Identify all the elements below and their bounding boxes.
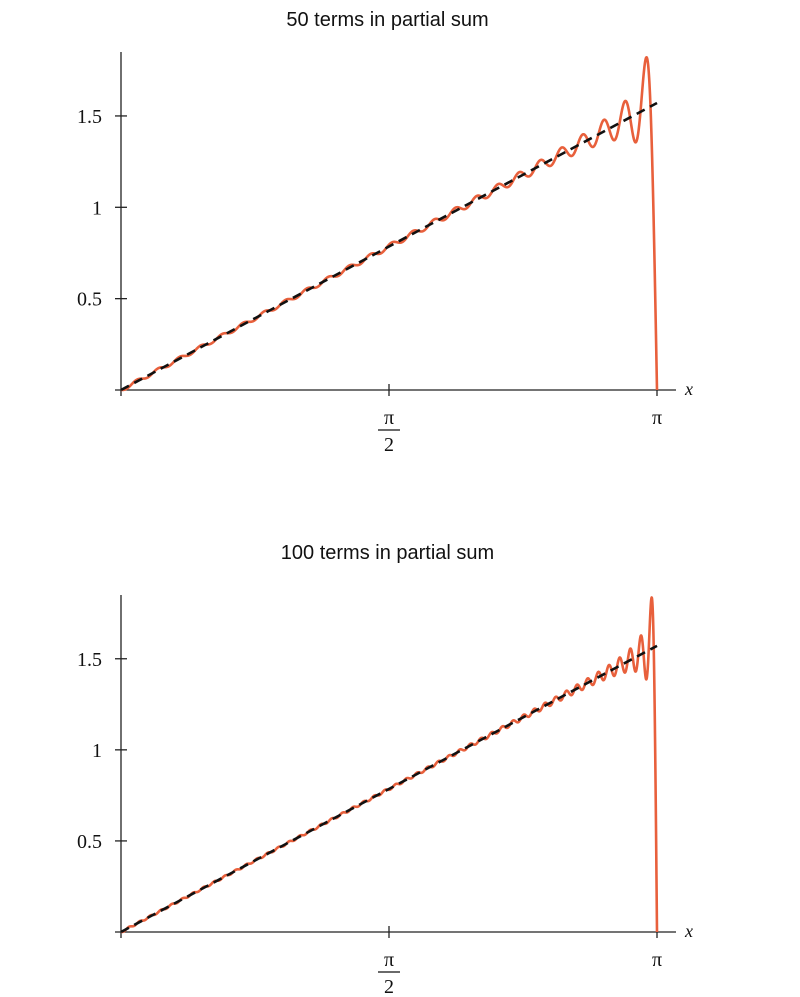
x-tick-numerator: π	[384, 949, 394, 971]
x-tick-label: π	[652, 949, 662, 971]
x-tick-label-fraction: π2	[378, 949, 401, 997]
chart-title: 100 terms in partial sum	[280, 542, 495, 564]
y-tick-label: 1	[92, 197, 102, 219]
x-axis-label: x	[684, 921, 693, 941]
x-tick-denominator: 2	[384, 976, 394, 997]
y-tick-label: 1.5	[77, 106, 102, 128]
chart-title: 50 terms in partial sum	[286, 9, 489, 31]
x-axis-label: x	[684, 379, 693, 399]
y-tick-label: 1.5	[77, 649, 102, 671]
partial-sum-line	[119, 55, 659, 392]
target-dashed-line	[120, 644, 658, 934]
y-tick-label: 1	[92, 740, 102, 762]
y-tick-label: 0.5	[77, 289, 102, 311]
x-tick-numerator: π	[384, 407, 394, 429]
x-tick-label-fraction: π2	[378, 407, 401, 456]
target-dashed-line	[120, 101, 658, 392]
y-tick-label: 0.5	[77, 831, 102, 853]
chart-panel-50-terms: 50 terms in partial sum 0.5 1 1.5 π 2 π x	[0, 0, 800, 470]
chart-panel-100-terms: 100 terms in partial sum 0.5 1 1.5 π 2 π x	[0, 535, 800, 997]
x-tick-denominator: 2	[384, 434, 394, 456]
partial-sum-line	[119, 596, 659, 934]
x-tick-label: π	[652, 407, 662, 429]
